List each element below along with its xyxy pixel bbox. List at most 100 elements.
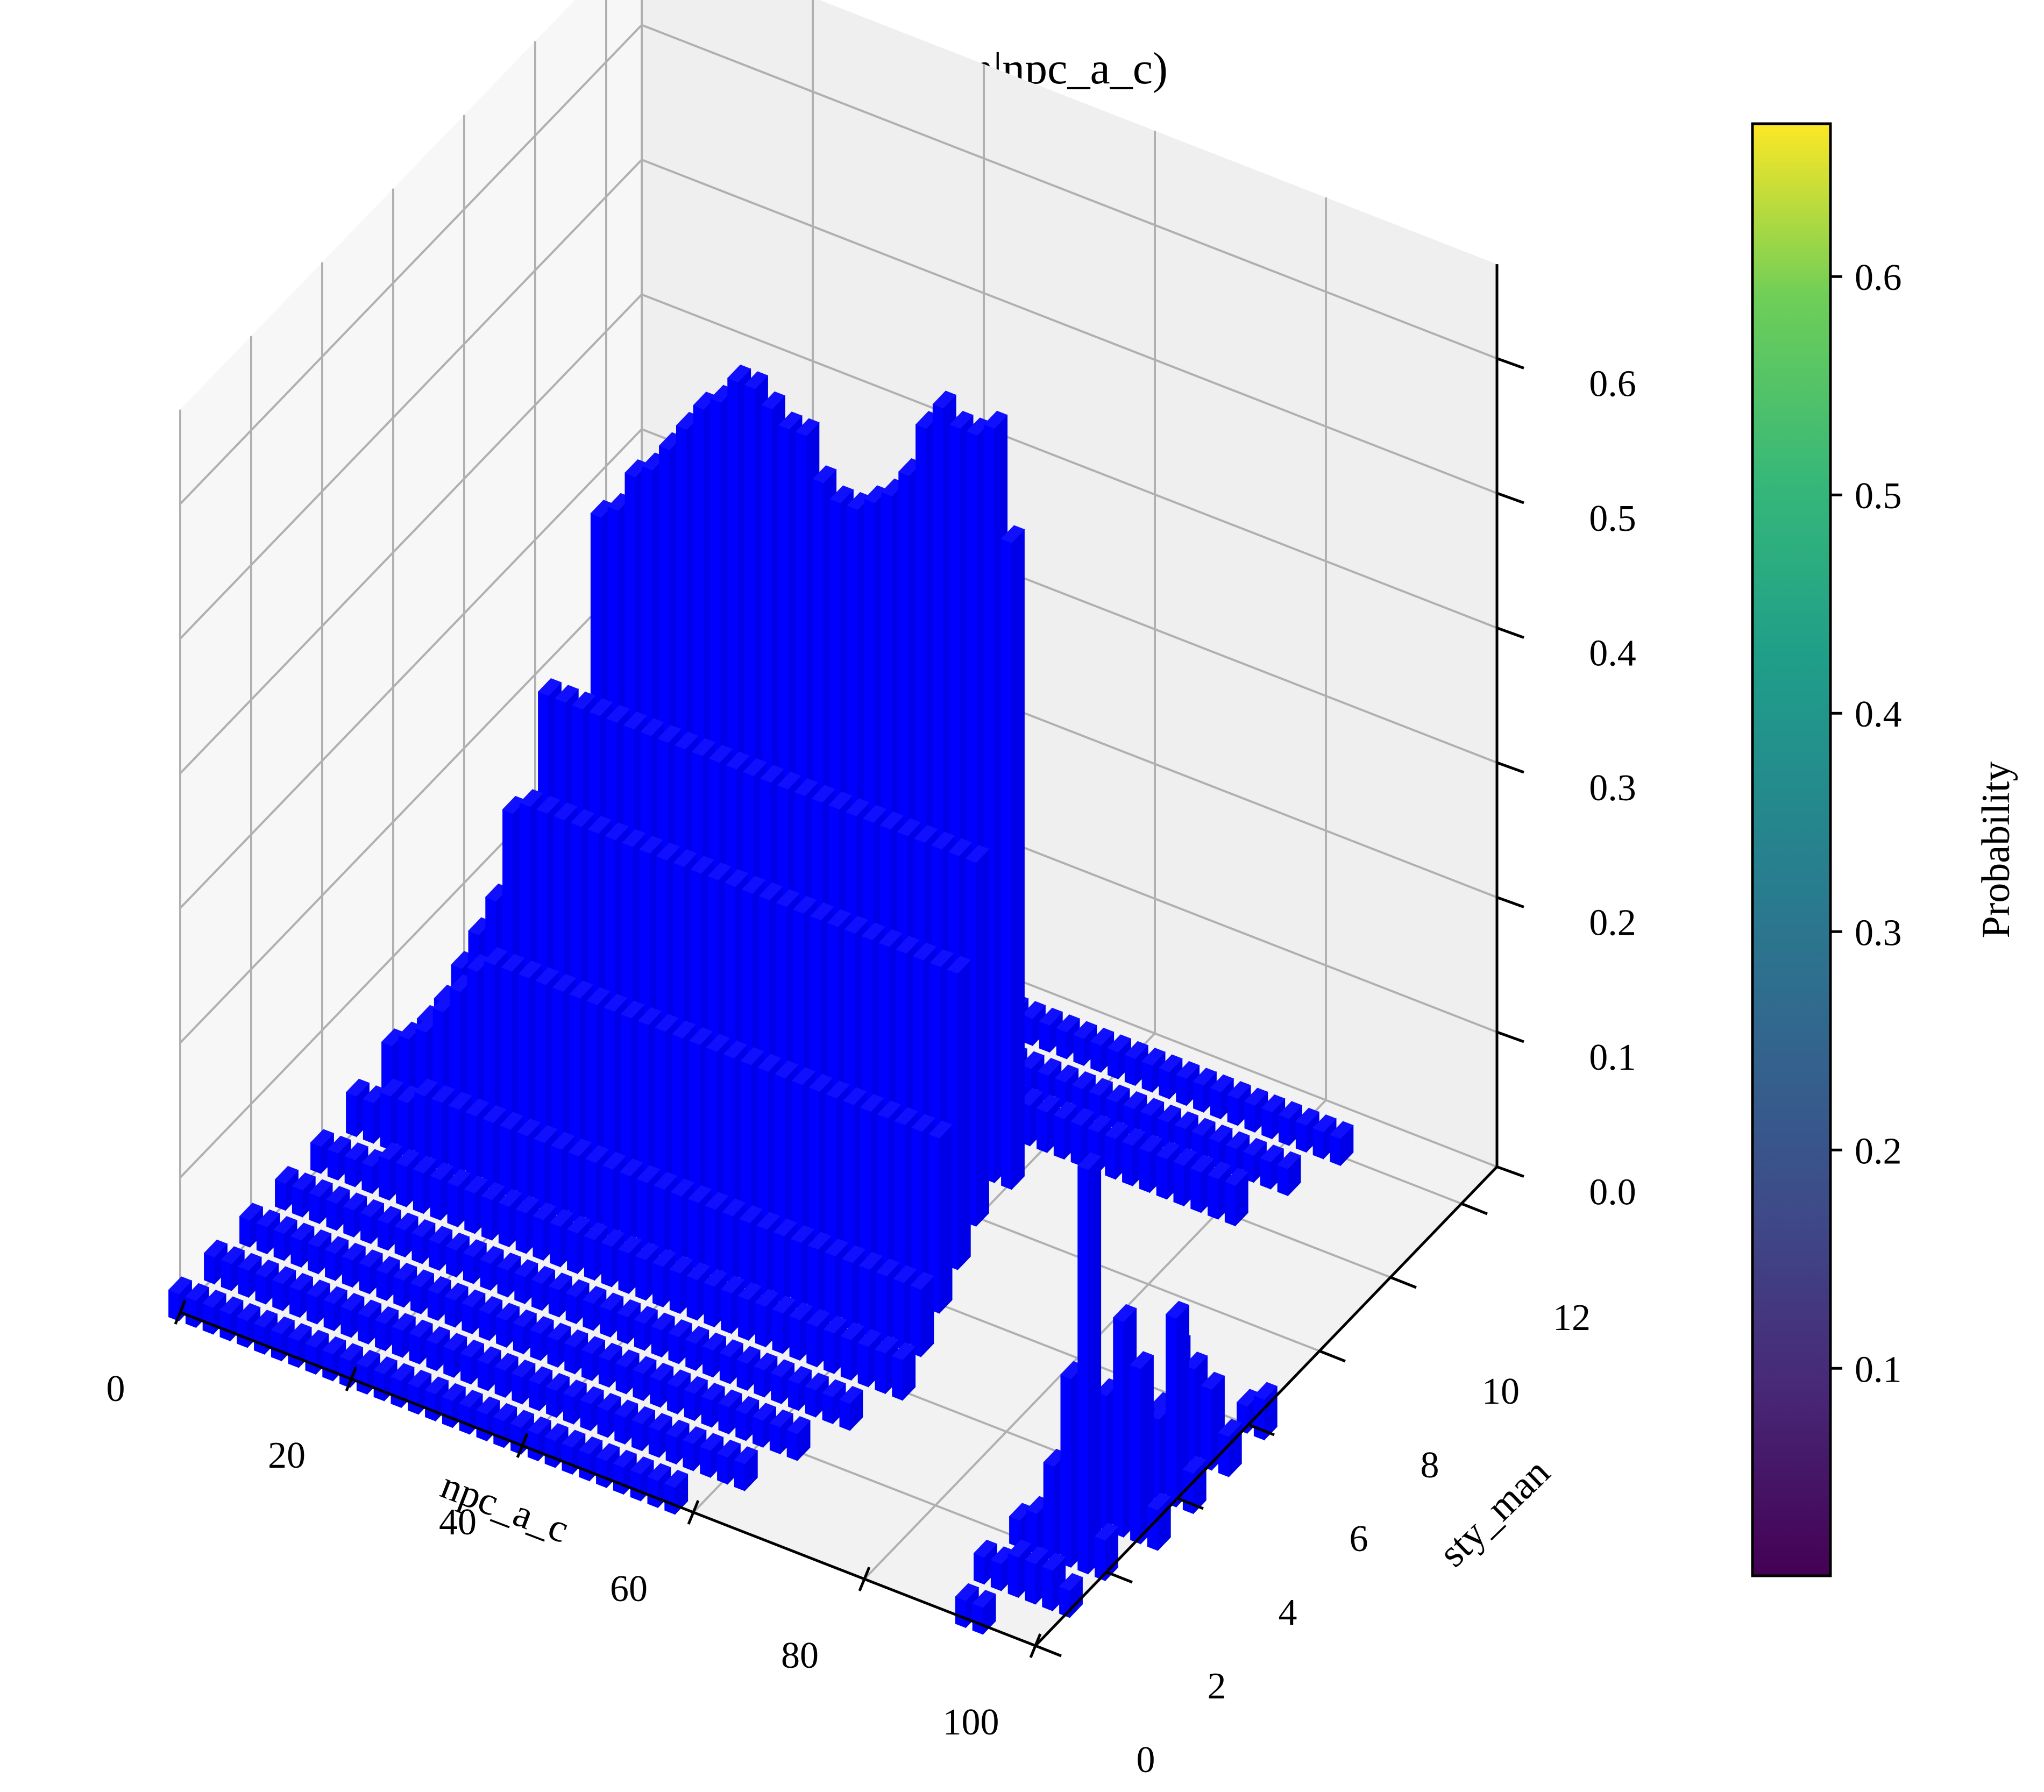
bar-top-face [668, 1319, 692, 1338]
bar-side-face [1011, 529, 1025, 1190]
bar [1107, 1034, 1132, 1080]
bar-top-face [891, 1342, 916, 1361]
bar-front-face [447, 1182, 458, 1228]
bar-front-face [562, 1442, 573, 1475]
bar-top-face [618, 1235, 642, 1254]
bar-top-face [756, 1212, 780, 1230]
bar-top-face [1094, 1523, 1119, 1541]
bar-front-face [363, 1098, 374, 1144]
bar-top-face [428, 1226, 453, 1244]
bar-front-face [1176, 1074, 1187, 1106]
bar-top-face [585, 1145, 609, 1163]
bar-top-face [932, 390, 957, 409]
bar-top-face [392, 1313, 416, 1331]
bar-front-face [1001, 538, 1012, 1190]
bar-top-face [413, 1155, 437, 1174]
bar-front-face [596, 1456, 607, 1488]
bar [754, 1353, 778, 1398]
bar-side-face [957, 959, 971, 1271]
bar-top-face [478, 1296, 503, 1314]
bar-top-face [535, 967, 559, 985]
bar-front-face [479, 1309, 490, 1341]
bar-top-face [581, 1336, 606, 1354]
bar-top-face [805, 1373, 829, 1391]
bar-front-face [786, 1429, 798, 1461]
bar-top-face [1020, 1051, 1045, 1069]
bar-top-face [708, 745, 733, 763]
bar-front-face [806, 1322, 818, 1368]
bar-front-face [327, 1149, 338, 1181]
bar [648, 1413, 673, 1459]
bar-top-face [1056, 1014, 1080, 1033]
bar-top-face [342, 1242, 366, 1261]
bar-front-face [255, 1272, 266, 1305]
x-tick-mark [174, 1300, 187, 1325]
bar-top-face [482, 1105, 507, 1123]
bar-top-face [649, 1362, 674, 1381]
bar-top-face [706, 1034, 730, 1052]
bar-top-face [547, 1322, 571, 1341]
bar-front-face [340, 1306, 352, 1338]
bar-front-face [356, 1363, 367, 1395]
colorbar-tick-label: 0.4 [1855, 694, 1902, 735]
bar-top-face [551, 1132, 575, 1150]
bar-top-face [897, 818, 921, 836]
bar-top-face [718, 1389, 742, 1407]
bars [168, 364, 1354, 1635]
bar-top-face [1089, 1078, 1113, 1096]
bar [597, 1393, 621, 1439]
bar-top-face [566, 1215, 591, 1234]
bar-top-face [307, 1229, 332, 1248]
bar-top-face [391, 1363, 415, 1381]
bar [427, 1276, 452, 1321]
bar-top-face [1253, 1382, 1278, 1400]
bar-front-face [288, 1336, 299, 1368]
bar-top-face [587, 815, 612, 834]
colorbar-tick-label: 0.1 [1855, 1349, 1902, 1390]
bar-top-face [758, 882, 783, 901]
bar [685, 1326, 709, 1371]
grid-z-left [179, 428, 643, 909]
bar-top-face [203, 1239, 228, 1257]
bar-front-face [613, 1463, 624, 1495]
bar-top-face [1088, 1114, 1112, 1133]
bar-front-face [1159, 1067, 1170, 1100]
bar-front-face [290, 1235, 302, 1268]
bar-front-face [548, 1285, 559, 1318]
bar-top-face [239, 1203, 264, 1221]
x-tick-label: 0 [107, 1368, 125, 1410]
bar-top-face [292, 1172, 316, 1191]
bar [274, 1165, 299, 1211]
bar-top-face [253, 1310, 278, 1328]
bar-top-face [1156, 1141, 1180, 1160]
bar-top-face [271, 1316, 295, 1334]
bar-top-face [615, 1349, 640, 1368]
bar-front-face [426, 1339, 437, 1371]
bar-front-face [358, 1312, 369, 1345]
bar-front-face [565, 1292, 577, 1325]
z-tick-mark [1496, 1165, 1524, 1178]
bar-front-face [1277, 1164, 1288, 1197]
y-axis-line [1034, 1165, 1498, 1647]
bar-top-face [796, 418, 820, 436]
bar-top-face [518, 960, 542, 979]
bar [699, 1433, 724, 1478]
z-ticks: 0.0 0.1 0.2 0.3 0.4 0.5 0.6 [1496, 357, 1636, 1213]
bar-top-face [493, 1403, 517, 1421]
bar-top-face [1165, 1300, 1190, 1319]
bar-top-face [1159, 1054, 1183, 1072]
z-tick-mark [1496, 627, 1524, 639]
bar-top-face [812, 465, 837, 483]
bar-top-face [878, 929, 903, 947]
bar-top-face [465, 1098, 489, 1117]
bar-top-face [598, 1342, 623, 1361]
bar-front-face [361, 1162, 373, 1194]
bar-top-face [553, 802, 578, 821]
bar-top-face [754, 1353, 778, 1371]
z-tick-label: 0.3 [1589, 767, 1636, 809]
bar-front-face [515, 1208, 527, 1254]
bar-top-face [531, 1265, 556, 1284]
bar-front-face [1261, 1107, 1273, 1140]
bar-front-face [875, 1348, 886, 1395]
bar-top-face [760, 765, 784, 783]
